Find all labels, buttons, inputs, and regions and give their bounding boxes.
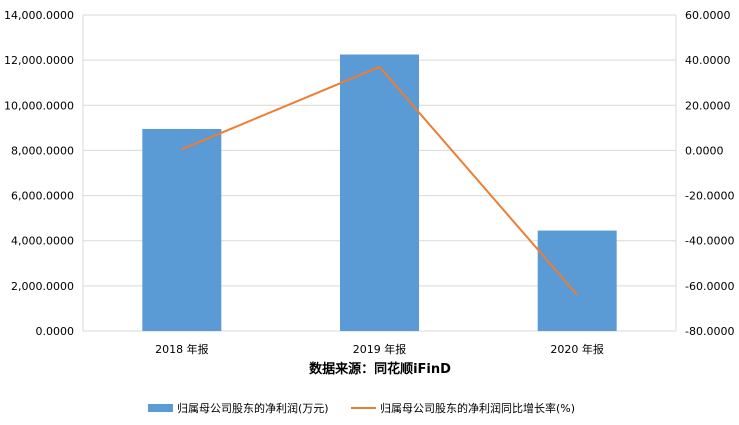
left-tick-label: 4,000.0000 xyxy=(11,235,74,248)
growth-line xyxy=(181,65,578,296)
legend: 归属母公司股东的净利润(万元) 归属母公司股东的净利润同比增长率(%) xyxy=(148,401,575,415)
bar xyxy=(537,230,617,331)
right-tick-label: 60.0000 xyxy=(685,9,731,22)
bar-series xyxy=(142,54,617,331)
bar xyxy=(340,54,419,331)
right-tick-label: -20.0000 xyxy=(685,190,734,203)
left-tick-label: 12,000.0000 xyxy=(4,54,74,67)
right-axis-ticks: -80.0000 -60.0000 -40.0000 -20.0000 0.0000 20… xyxy=(685,9,734,338)
source-label: 数据来源：同花顺iFinD xyxy=(309,361,451,377)
category-label: 2018 年报 xyxy=(155,342,209,356)
bar xyxy=(142,128,222,331)
left-tick-label: 0.0000 xyxy=(36,325,75,338)
category-label: 2019 年报 xyxy=(353,342,407,356)
left-tick-label: 8,000.0000 xyxy=(11,144,74,157)
right-tick-label: 0.0000 xyxy=(685,144,724,157)
left-axis-ticks: 0.0000 2,000.0000 4,000.0000 6,000.0000 8,00… xyxy=(4,9,74,338)
right-tick-label: 40.0000 xyxy=(685,54,731,67)
category-axis-labels: 2018 年报 2019 年报 2020 年报 xyxy=(155,342,604,356)
left-tick-label: 14,000.0000 xyxy=(4,9,74,22)
left-tick-label: 6,000.0000 xyxy=(11,190,74,203)
legend-swatch-bar xyxy=(148,404,173,412)
right-tick-label: -80.0000 xyxy=(685,325,734,338)
right-tick-label: -40.0000 xyxy=(685,235,734,248)
category-label: 2020 年报 xyxy=(550,342,604,356)
left-tick-label: 10,000.0000 xyxy=(4,99,74,112)
left-tick-label: 2,000.0000 xyxy=(11,280,74,293)
legend-label-line: 归属母公司股东的净利润同比增长率(%) xyxy=(380,401,575,415)
line-series xyxy=(181,65,578,296)
legend-label-bar: 归属母公司股东的净利润(万元) xyxy=(177,401,329,415)
right-tick-label: -60.0000 xyxy=(685,280,734,293)
right-tick-label: 20.0000 xyxy=(685,99,731,112)
